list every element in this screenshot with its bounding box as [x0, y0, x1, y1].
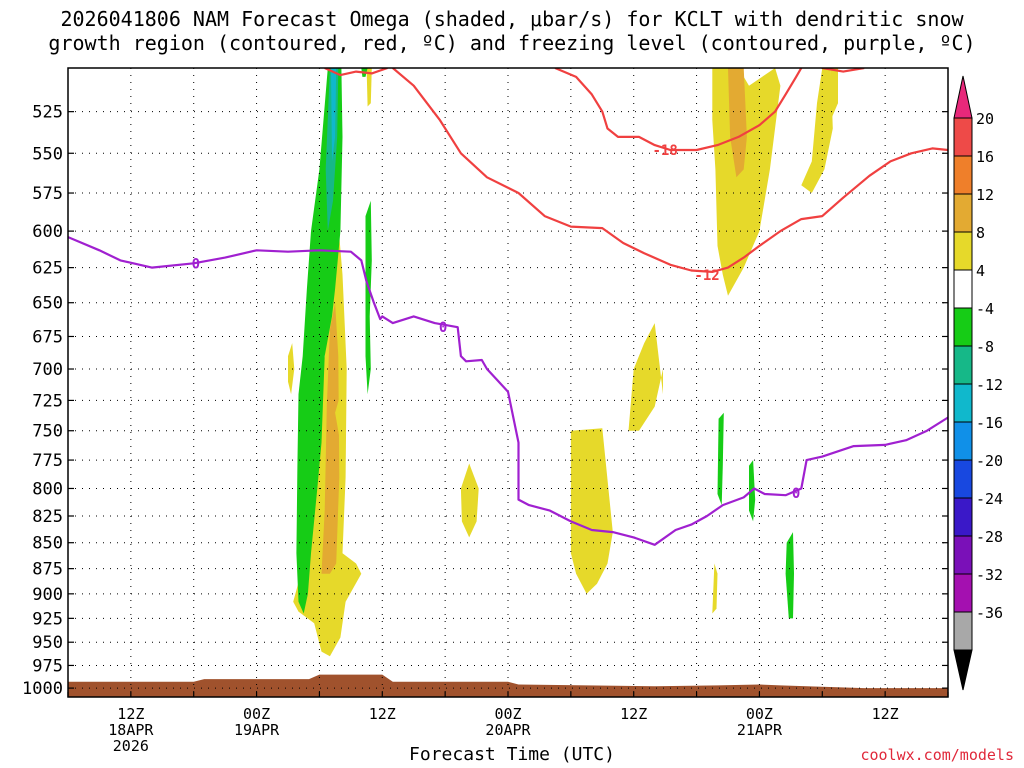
freezing-level-contour-label: 0 — [792, 486, 800, 502]
y-tick-label: 950 — [32, 633, 63, 653]
colorbar-label: -8 — [976, 338, 994, 356]
x-tick-label: 00Z — [494, 705, 521, 723]
omega-region-9 — [712, 68, 781, 296]
y-tick-label: 650 — [32, 294, 63, 314]
omega-region-10 — [728, 68, 747, 178]
colorbar-box — [953, 459, 973, 499]
y-tick-label: 700 — [32, 360, 63, 380]
colorbar-label: -16 — [976, 414, 1003, 432]
omega-region-5 — [460, 463, 479, 538]
x-tick-label: 00Z — [243, 705, 270, 723]
dgz-contour-2 — [392, 68, 948, 273]
freezing-level-contour-label: 0 — [439, 320, 447, 336]
colorbar-box — [953, 269, 973, 309]
colorbar-box — [953, 383, 973, 423]
y-tick-label: 575 — [32, 184, 63, 204]
credit-link[interactable]: coolwx.com/models — [860, 746, 1014, 764]
x-tick-label: 21APR — [737, 721, 783, 739]
y-tick-label: 625 — [32, 259, 63, 279]
omega-region-7 — [628, 323, 663, 431]
omega-region-8 — [712, 563, 718, 614]
dgz-contour-3 — [822, 68, 865, 73]
y-tick-label: 675 — [32, 327, 63, 347]
dgz-contour-0 — [324, 68, 388, 77]
omega-region-6 — [570, 428, 613, 594]
y-tick-label: 725 — [32, 391, 63, 411]
colorbar-label: 20 — [976, 110, 994, 128]
x-tick-label: 12Z — [369, 705, 396, 723]
colorbar-bottom-triangle — [953, 649, 973, 691]
omega-region-14 — [365, 200, 372, 395]
colorbar-label: -4 — [976, 300, 994, 318]
colorbar-box — [953, 231, 973, 271]
dgz-contour-1 — [554, 68, 803, 152]
contour-layer: 000-18-12 — [68, 68, 948, 546]
x-tick-label: 12Z — [117, 705, 144, 723]
x-tick-label: 00Z — [746, 705, 773, 723]
dgz-contour-2-label: -12 — [694, 268, 719, 284]
surface-terrain — [68, 674, 948, 697]
chart-title-line-2: growth region (contoured, red, ºC) and f… — [48, 31, 976, 55]
omega-region-11 — [801, 68, 833, 193]
colorbar-top-triangle — [953, 75, 973, 119]
colorbar-label: 4 — [976, 262, 985, 280]
colorbar-box — [953, 497, 973, 537]
colorbar-box — [953, 117, 973, 157]
colorbar-label: -28 — [976, 528, 1003, 546]
y-tick-label: 550 — [32, 144, 63, 164]
surface-terrain-layer — [68, 674, 948, 697]
x-tick-label: 12Z — [620, 705, 647, 723]
colorbar-box — [953, 573, 973, 613]
colorbar-box — [953, 155, 973, 195]
omega-shading-layer — [288, 68, 838, 657]
x-tick-label: 19APR — [234, 721, 280, 739]
omega-region-20 — [785, 532, 794, 619]
y-tick-label: 525 — [32, 103, 63, 123]
omega-region-12 — [830, 68, 838, 121]
omega-region-1 — [321, 302, 340, 574]
colorbar-label: -36 — [976, 604, 1003, 622]
colorbar-box — [953, 535, 973, 575]
chart-title-line-1: 2026041806 NAM Forecast Omega (shaded, μ… — [60, 7, 964, 31]
omega-region-2 — [288, 343, 295, 395]
y-tick-label: 775 — [32, 451, 63, 471]
freezing-level-contour — [68, 236, 948, 546]
colorbar-label: -32 — [976, 566, 1003, 584]
omega-region-4 — [366, 68, 372, 107]
colorbar-label: 8 — [976, 224, 985, 242]
x-axis-label: Forecast Time (UTC) — [409, 744, 615, 765]
omega-region-3 — [335, 394, 344, 437]
colorbar-box — [953, 193, 973, 233]
colorbar-label: -20 — [976, 452, 1003, 470]
y-tick-label: 925 — [32, 609, 63, 629]
colorbar-label: 16 — [976, 148, 994, 166]
colorbar-box — [953, 421, 973, 461]
y-tick-label: 750 — [32, 422, 63, 442]
x-tick-label: 20APR — [485, 721, 531, 739]
x-tick-label: 18APR — [108, 721, 154, 739]
freezing-level-contour-label: 0 — [192, 256, 200, 272]
y-tick-label: 875 — [32, 560, 63, 580]
y-tick-label: 900 — [32, 585, 63, 605]
x-tick-label: 2026 — [113, 737, 149, 755]
omega-region-17 — [331, 68, 337, 162]
colorbar-box — [953, 611, 973, 651]
y-tick-label: 850 — [32, 534, 63, 554]
y-tick-label: 975 — [32, 656, 63, 676]
colorbar: 20 16 12 8 4 -4 -8 -12 -16 -20 -24 -28 -32 -36 — [953, 75, 1003, 691]
omega-region-18 — [717, 412, 724, 506]
y-tick-label: 800 — [32, 479, 63, 499]
y-tick-label: 600 — [32, 222, 63, 242]
colorbar-box — [953, 345, 973, 385]
colorbar-label: -12 — [976, 376, 1003, 394]
x-tick-label: 12Z — [872, 705, 899, 723]
y-tick-label: 825 — [32, 507, 63, 527]
axes-layer: 525 550 575 600 625 650 675 700 725 750 775 800 825 8… — [22, 103, 949, 755]
colorbar-box — [953, 307, 973, 347]
colorbar-label: 12 — [976, 186, 994, 204]
y-tick-label: 1000 — [22, 679, 63, 699]
colorbar-label: -24 — [976, 490, 1003, 508]
